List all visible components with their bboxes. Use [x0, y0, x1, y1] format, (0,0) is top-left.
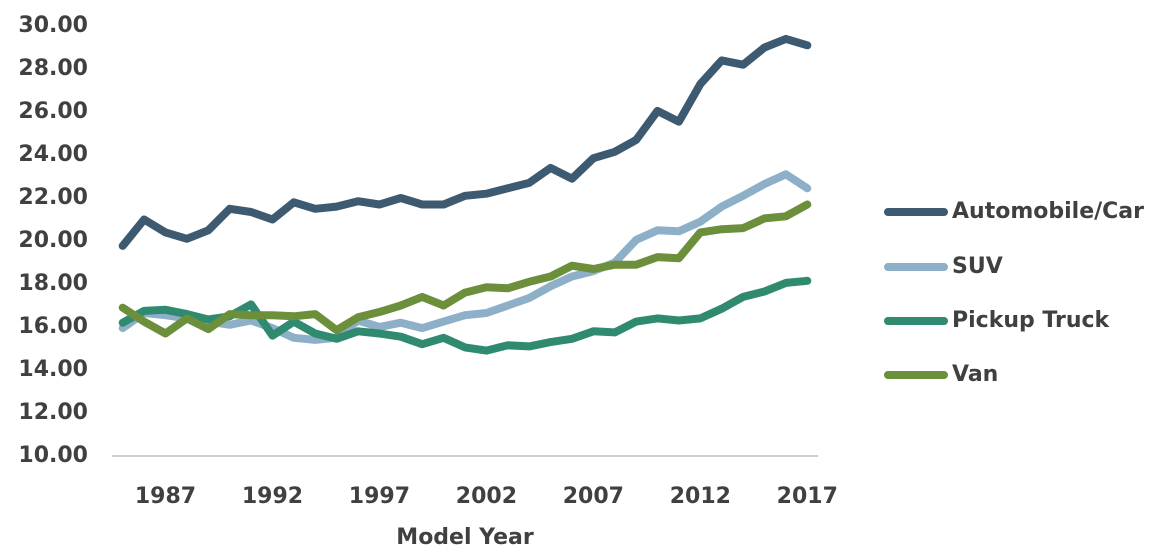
y-tick-label: 10.00	[18, 443, 88, 468]
x-axis-title: Model Year	[396, 525, 534, 548]
y-tick-label: 24.00	[18, 142, 88, 167]
y-tick-label: 28.00	[18, 56, 88, 81]
y-tick-label: 14.00	[18, 357, 88, 382]
y-tick-label: 22.00	[18, 185, 88, 210]
y-tick-label: 18.00	[18, 271, 88, 296]
x-tick-label: 1992	[242, 484, 303, 509]
series-line	[118, 170, 812, 344]
y-tick-label: 20.00	[18, 228, 88, 253]
legend-label: SUV	[952, 254, 1003, 279]
x-tick-label: 1987	[135, 484, 196, 509]
series-line	[118, 200, 812, 338]
x-tick-label: 2017	[777, 484, 838, 509]
x-tick-label: 1997	[349, 484, 410, 509]
x-tick-label: 2007	[563, 484, 624, 509]
series-line	[118, 34, 812, 250]
legend-label: Van	[952, 362, 998, 387]
y-tick-label: 30.00	[18, 13, 88, 38]
legend-label: Automobile/Car	[952, 199, 1144, 224]
y-tick-label: 12.00	[18, 400, 88, 425]
x-tick-label: 2002	[456, 484, 517, 509]
y-tick-label: 26.00	[18, 99, 88, 124]
y-tick-label: 16.00	[18, 314, 88, 339]
legend-label: Pickup Truck	[952, 308, 1111, 333]
x-tick-label: 2012	[670, 484, 731, 509]
